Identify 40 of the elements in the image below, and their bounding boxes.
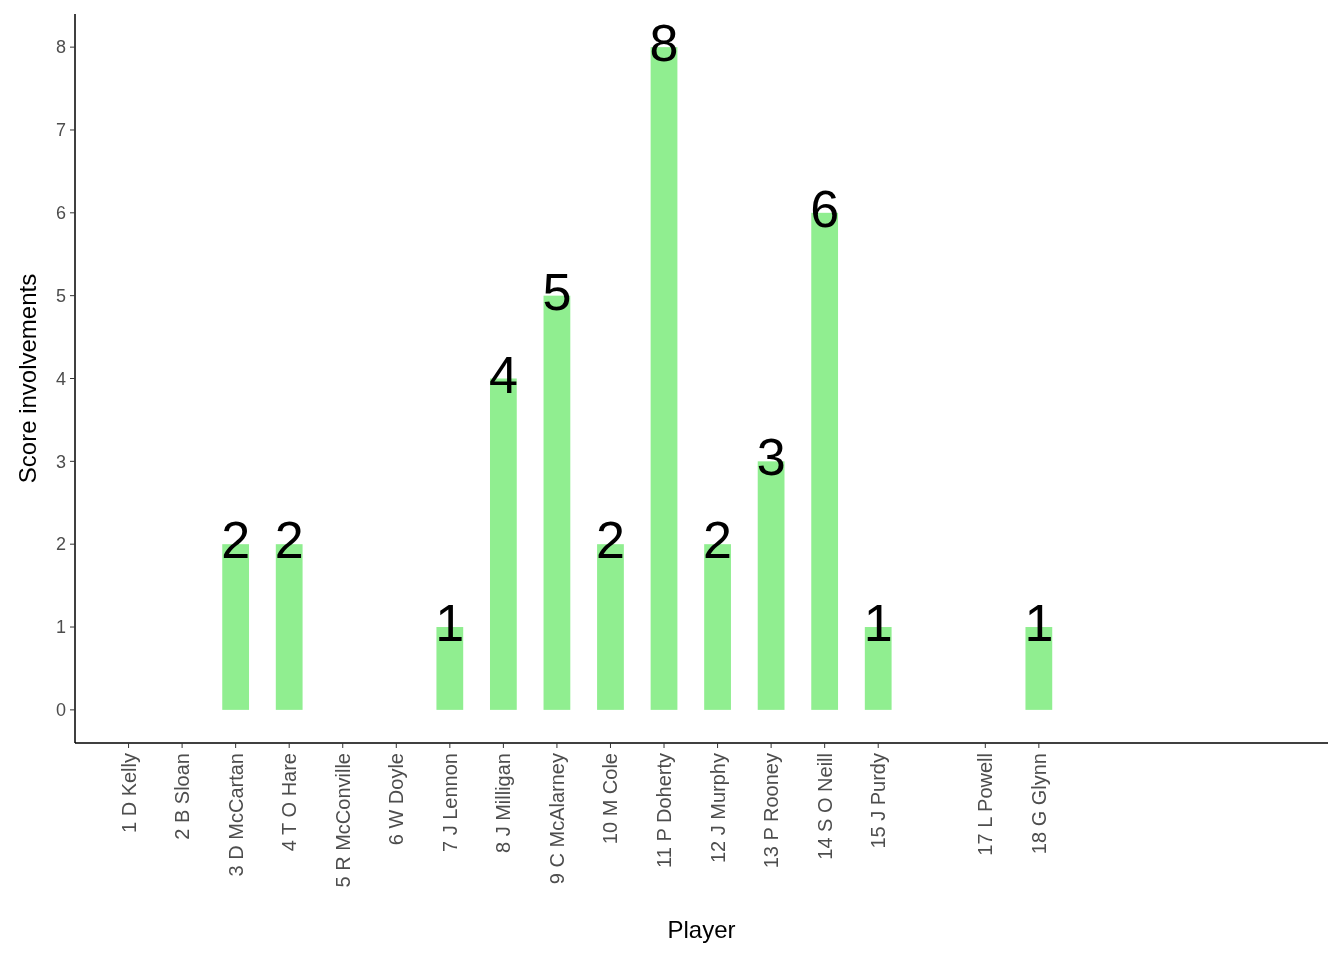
x-tick-label: 15 J Purdy <box>867 753 890 849</box>
x-tick-label: 18 G Glynn <box>1027 753 1050 855</box>
y-tick-label: 5 <box>55 285 66 306</box>
data-label: 3 <box>756 428 786 487</box>
x-tick-label: 12 J Murphy <box>706 753 729 864</box>
data-label: 2 <box>703 511 733 570</box>
x-tick-label: 4 T O Hare <box>278 753 301 852</box>
y-tick-label: 2 <box>55 534 66 555</box>
data-label: 1 <box>435 594 465 653</box>
y-tick-label: 1 <box>55 617 66 638</box>
y-tick-label: 3 <box>55 451 66 472</box>
data-label: 1 <box>1024 594 1054 653</box>
data-label: 8 <box>649 14 679 73</box>
y-tick-label: 8 <box>55 37 66 58</box>
x-tick-label: 2 B Sloan <box>171 753 194 840</box>
y-axis-title: Score involvements <box>14 273 41 484</box>
x-tick-label: 11 P Doherty <box>653 753 676 868</box>
x-tick-label: 13 P Rooney <box>760 753 783 869</box>
x-tick-label: 6 W Doyle <box>385 753 408 846</box>
x-tick-label: 7 J Lennon <box>438 753 461 852</box>
x-tick-label: 14 S O Neill <box>813 753 836 860</box>
x-tick-label: 5 R McConville <box>331 753 354 888</box>
data-label: 2 <box>596 511 625 570</box>
x-tick-label: 17 L Powell <box>974 753 997 856</box>
data-label: 2 <box>221 511 251 570</box>
data-label: 4 <box>488 345 518 404</box>
data-label: 1 <box>863 594 893 653</box>
x-axis-title: Player <box>667 916 736 943</box>
data-label: 5 <box>542 262 572 321</box>
y-tick-label: 7 <box>55 120 66 141</box>
x-tick-label: 8 J Milligan <box>492 753 515 854</box>
x-tick-label: 10 M Cole <box>599 753 622 845</box>
y-tick-label: 6 <box>55 203 66 224</box>
x-tick-label: 3 D McCartan <box>224 753 247 877</box>
data-label: 2 <box>274 511 304 570</box>
data-label: 6 <box>810 179 840 238</box>
x-tick-label: 9 C McAlarney <box>545 753 568 885</box>
y-tick-label: 0 <box>55 700 66 721</box>
y-tick-label: 4 <box>55 368 66 389</box>
x-tick-label: 1 D Kelly <box>117 753 140 834</box>
